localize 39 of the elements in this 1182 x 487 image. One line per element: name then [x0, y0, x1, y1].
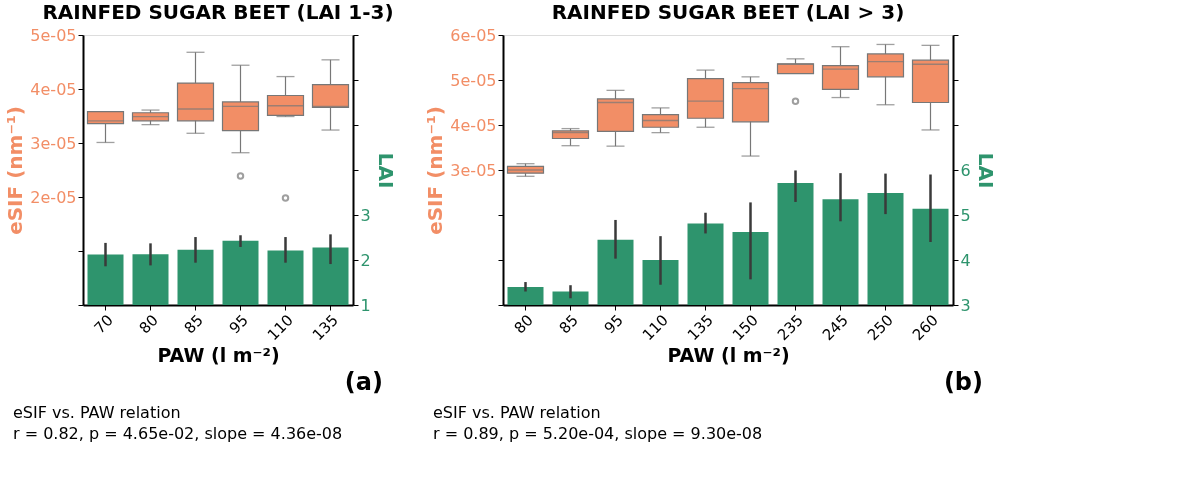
x-tick-label: 85 [555, 311, 582, 338]
x-tick-label: 85 [180, 311, 207, 338]
chart-title: RAINFED SUGAR BEET (LAI 1-3) [42, 0, 394, 24]
y-tick-label: 6e-05 [450, 25, 497, 45]
text: (b) [943, 368, 983, 396]
y-tick-label: 2e-05 [30, 187, 77, 207]
chart-title: RAINFED SUGAR BEET (LAI > 3) [551, 0, 905, 24]
x-tick-label: 80 [135, 311, 162, 338]
text: (a) [344, 368, 383, 396]
x-tick-label: 110 [638, 311, 672, 345]
y2-tick-label: 2 [360, 250, 371, 270]
y-tick-label: 5e-05 [450, 70, 497, 90]
y2-axis-title: LAI [373, 152, 398, 189]
text: eSIF vs. PAW relation r = 0.82, p = 4.65e-02, slope = 4.36e-08 [13, 403, 343, 443]
x-tick-label: 135 [308, 311, 342, 345]
text: eSIF vs. PAW relation r = 0.89, p = 5.20e-04, slope = 9.30e-08 [433, 403, 763, 443]
y-tick-label: 3e-05 [450, 160, 497, 180]
y2-tick-label: 5 [960, 205, 971, 225]
y2-axis-title: LAI [973, 152, 998, 189]
x-tick-label: 95 [600, 311, 627, 338]
y2-tick-label: 4 [960, 250, 971, 270]
y-axis-title: eSIF (nm⁻¹) [423, 106, 448, 235]
y-tick-label: 3e-05 [30, 133, 77, 153]
y2-tick-label: 6 [960, 160, 971, 180]
x-axis-title: PAW (l m⁻²) [157, 344, 280, 367]
x-tick-label: 150 [728, 311, 762, 345]
y2-tick-label: 3 [960, 295, 971, 315]
x-tick-label: 110 [263, 311, 297, 345]
y-tick-label: 4e-05 [450, 115, 497, 135]
x-axis-title: PAW (l m⁻²) [667, 344, 790, 367]
x-tick-label: 80 [510, 311, 537, 338]
y-tick-label: 5e-05 [30, 25, 77, 45]
x-tick-label: 70 [90, 311, 117, 338]
x-tick-label: 135 [683, 311, 717, 345]
y-axis-title: eSIF (nm⁻¹) [3, 106, 28, 235]
y2-tick-label: 1 [360, 295, 371, 315]
y-tick-label: 4e-05 [30, 79, 77, 99]
y2-tick-label: 3 [360, 205, 371, 225]
x-tick-label: 95 [225, 311, 252, 338]
